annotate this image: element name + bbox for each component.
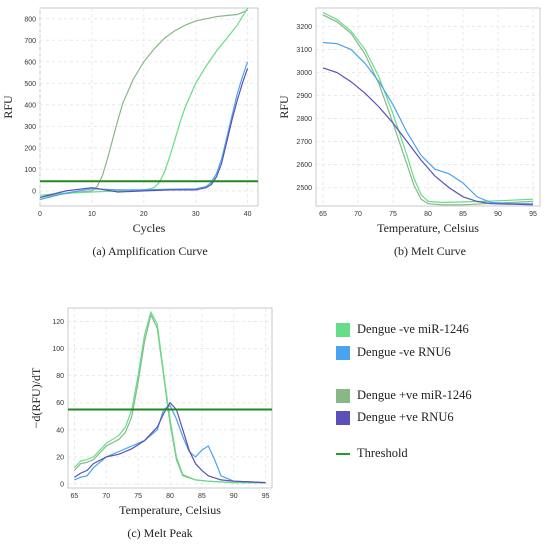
y-tick-label: 700 [24,38,36,45]
plot-area [39,7,259,207]
series-line [74,401,266,484]
caption-a: (a) Amplification Curve [92,244,208,258]
x-tick-label: 95 [262,493,270,500]
y-tick-label: 2900 [296,93,312,100]
caption-c: (c) Melt Peak [127,526,193,540]
y-tick-label: 200 [24,145,36,152]
legend-swatch [336,388,350,403]
series-line [322,14,534,206]
x-axis-label: Temperature, Celsius [119,503,221,517]
y-tick-label: 100 [24,167,36,174]
legend-item: Dengue -ve miR-1246 [336,322,469,337]
x-tick-label: 65 [70,493,78,500]
series-line [40,68,249,198]
legend-label: Dengue +ve miR-1246 [357,388,472,402]
y-tick-label: 2800 [296,116,312,123]
x-axis-label: Cycles [133,221,166,235]
x-tick-label: 95 [529,211,537,218]
y-tick-label: 3000 [296,70,312,77]
x-tick-label: 30 [192,211,200,218]
y-tick-label: 60 [56,400,64,407]
x-tick-label: 20 [140,211,148,218]
y-tick-label: 3100 [296,47,312,54]
y-tick-label: 2500 [296,185,312,192]
x-tick-label: 80 [166,493,174,500]
x-tick-label: 0 [38,211,42,218]
legend-label: Dengue -ve miR-1246 [357,322,469,336]
melt-peak-chart: 0 20 40 60 80 100 120 65 70 75 80 85 90 95 Temperature… [29,307,273,517]
legend-label: Dengue +ve RNU6 [357,410,454,424]
legend-item: Dengue +ve miR-1246 [336,388,472,403]
y-tick-label: 600 [24,59,36,66]
x-axis-label: Temperature, Celsius [377,221,479,235]
x-tick-label: 85 [459,211,467,218]
legend-swatch [336,345,350,360]
x-tick-label: 90 [494,211,502,218]
x-tick-label: 10 [88,211,96,218]
y-tick-label: 40 [56,427,64,434]
x-tick-label: 75 [389,211,397,218]
y-tick-label: 800 [24,16,36,23]
y-axis-label: RFU [1,95,15,119]
y-tick-label: 100 [52,346,64,353]
legend-swatch [336,452,350,455]
legend-swatch [336,322,350,337]
y-tick-label: 500 [24,81,36,88]
legend-label: Dengue -ve RNU6 [357,345,451,359]
x-tick-label: 65 [319,211,327,218]
y-tick-label: 300 [24,124,36,131]
x-tick-label: 80 [424,211,432,218]
legend-swatch [336,410,350,425]
x-tick-label: 90 [230,493,238,500]
y-tick-label: 2700 [296,139,312,146]
legend-item: Dengue -ve RNU6 [336,345,451,360]
x-tick-label: 70 [354,211,362,218]
y-tick-label: 3200 [296,24,312,31]
legend-item: Dengue +ve RNU6 [336,410,454,425]
legend-item: Threshold [336,446,408,461]
series-line [322,41,533,205]
x-tick-label: 70 [102,493,110,500]
y-tick-label: 80 [56,373,64,380]
y-axis-label: RFU [280,95,291,119]
y-tick-label: 20 [56,454,64,461]
amplification-chart: 0 100 200 300 400 500 600 700 800 0 10 20 30 40 Cycles… [1,7,259,235]
y-axis-label: −d(RFU)/dT [29,367,43,428]
y-tick-label: 0 [60,481,64,488]
x-tick-label: 40 [244,211,252,218]
y-tick-label: 400 [24,102,36,109]
caption-b: (b) Melt Curve [394,244,466,258]
series-line [322,67,534,206]
y-tick-label: 0 [32,188,36,195]
y-tick-label: 120 [52,319,64,326]
y-tick-label: 2600 [296,162,312,169]
series-line [73,310,266,484]
legend-label: Threshold [357,446,408,460]
melt-curve-chart: 2500 2600 2700 2800 2900 3000 3100 3200 65 70 75 80… [280,7,541,235]
x-tick-label: 75 [134,493,142,500]
series-line [74,404,266,484]
x-tick-label: 85 [198,493,206,500]
